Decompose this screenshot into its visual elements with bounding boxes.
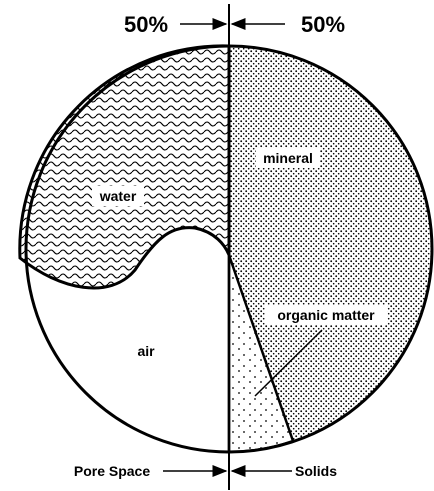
solids-label: Solids — [295, 463, 337, 479]
soil-diagram: 50% 50% mineral water air organic matter… — [0, 0, 434, 491]
organic-label: organic matter — [277, 307, 375, 323]
water-label: water — [99, 188, 137, 204]
air-label: air — [137, 343, 155, 359]
mineral-label: mineral — [263, 150, 313, 166]
pore-percent: 50% — [124, 12, 168, 37]
pie — [20, 46, 432, 452]
pore-space-label: Pore Space — [74, 463, 150, 479]
solid-percent: 50% — [301, 12, 345, 37]
